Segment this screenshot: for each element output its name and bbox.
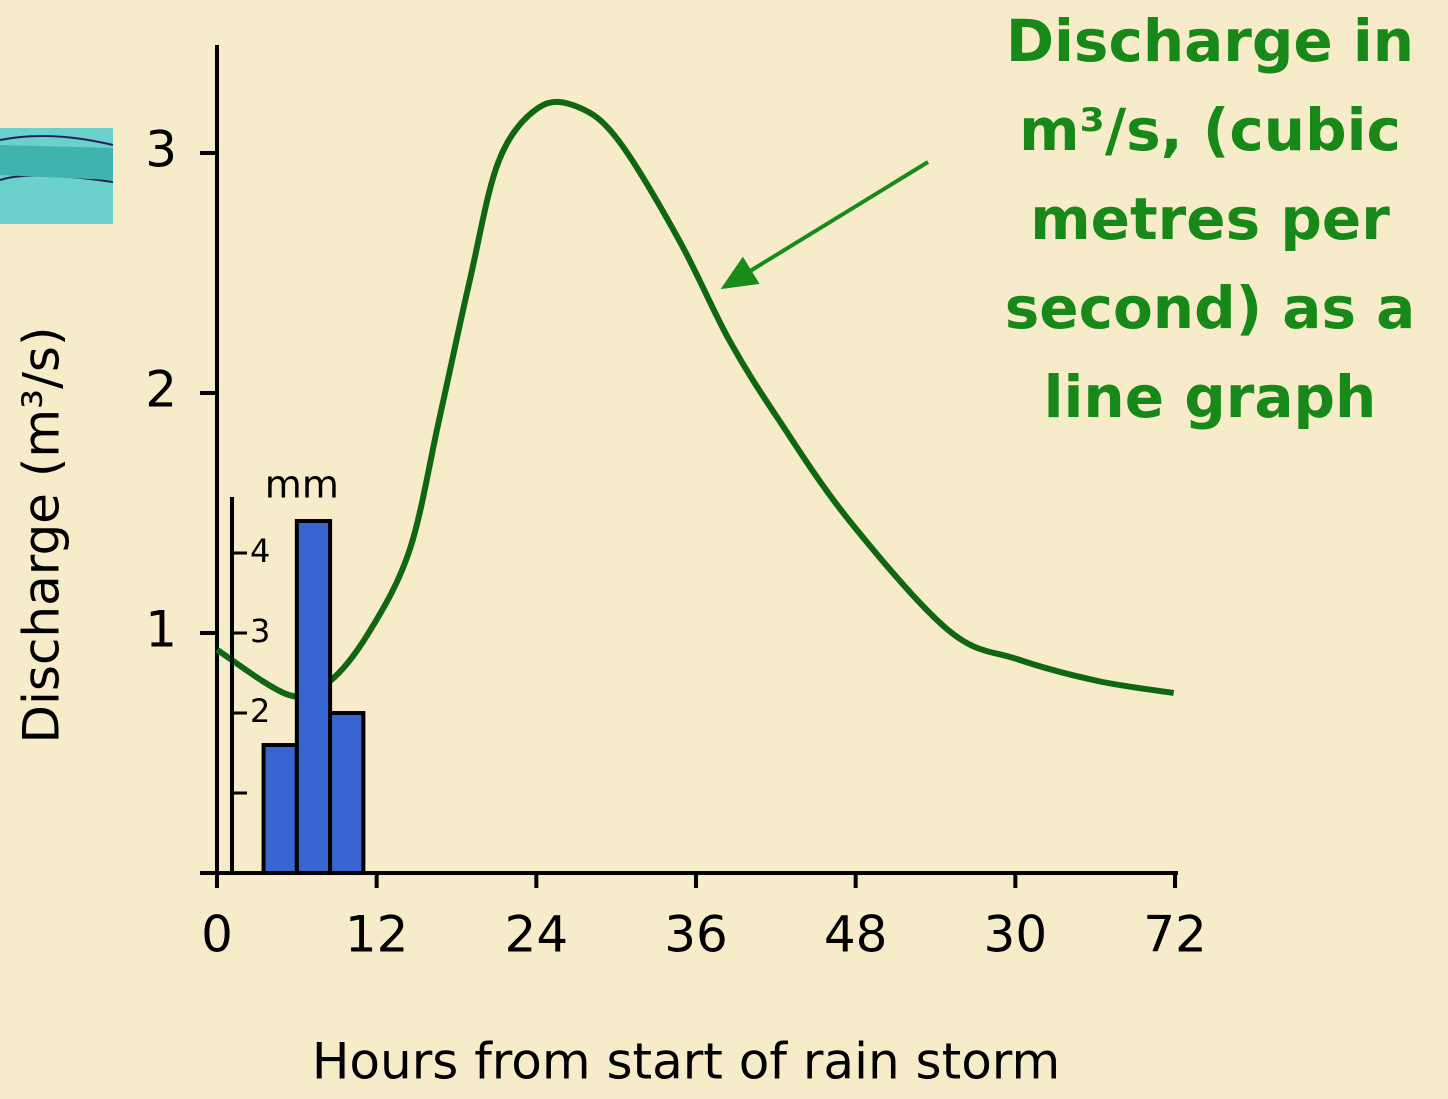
rain-axis-label: mm bbox=[265, 463, 339, 507]
page: Discharge (m³/s) Hours from start of rai… bbox=[0, 0, 1448, 1099]
rain-bar bbox=[330, 713, 363, 873]
annotation-text: Discharge in bbox=[1006, 7, 1414, 75]
y-axis-label: Discharge (m³/s) bbox=[13, 327, 71, 744]
y-tick-label: 3 bbox=[145, 121, 177, 179]
y-tick-label: 1 bbox=[145, 601, 177, 659]
annotation-text: metres per bbox=[1030, 185, 1390, 253]
rain-bar bbox=[297, 521, 330, 873]
rain-tick-label: 3 bbox=[250, 612, 270, 650]
x-axis-label: Hours from start of rain storm bbox=[312, 1033, 1060, 1091]
x-tick-label: 12 bbox=[345, 906, 409, 964]
rain-tick-label: 2 bbox=[250, 692, 270, 730]
x-tick-label: 24 bbox=[505, 906, 569, 964]
x-tick-label: 48 bbox=[824, 906, 888, 964]
annotation-text: m³/s, (cubic bbox=[1019, 96, 1401, 164]
x-tick-label: 72 bbox=[1143, 906, 1207, 964]
annotation-text: line graph bbox=[1044, 363, 1377, 431]
slide-icon bbox=[0, 128, 113, 224]
annotation-text: second) as a bbox=[1005, 274, 1416, 342]
rain-bar bbox=[264, 745, 297, 873]
chart: Discharge (m³/s) Hours from start of rai… bbox=[0, 0, 1448, 1099]
rain-tick-label: 4 bbox=[250, 532, 270, 570]
x-tick-label: 36 bbox=[664, 906, 728, 964]
annotation-arrow bbox=[724, 162, 928, 287]
x-tick-label: 30 bbox=[984, 906, 1048, 964]
y-tick-label: 2 bbox=[145, 361, 177, 419]
x-tick-label: 0 bbox=[201, 906, 233, 964]
